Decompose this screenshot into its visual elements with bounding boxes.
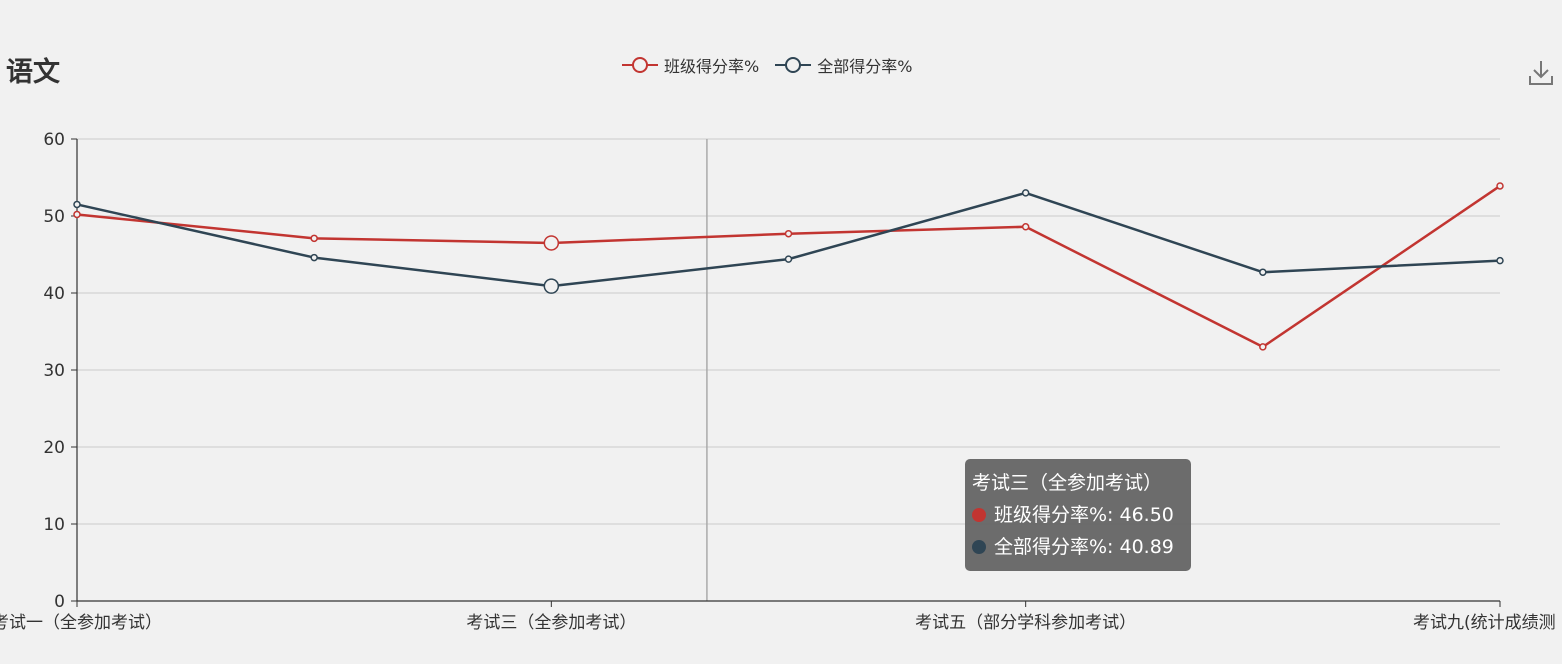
y-tick-label: 0 <box>54 592 65 612</box>
legend-item-class-rate[interactable]: 班级得分率% <box>622 53 759 77</box>
y-tick-label: 10 <box>43 515 65 535</box>
grid-lines <box>77 138 1500 601</box>
download-button[interactable] <box>1526 58 1556 88</box>
y-tick-label: 60 <box>43 130 65 150</box>
y-tick-label: 50 <box>43 207 65 227</box>
data-point <box>1259 343 1267 351</box>
data-point <box>1021 189 1030 197</box>
axes: 0 10 20 30 40 50 60 考试一（全参加考试） 考试三（全参加考试） 考试五（部分学… <box>0 130 1556 633</box>
series-line-0 <box>76 184 1501 349</box>
data-point <box>73 200 81 209</box>
tooltip-title: 考试三（全参加考试） <box>972 472 1163 494</box>
series-line-1 <box>76 191 1501 288</box>
tooltip-dot-class-rate <box>972 508 986 522</box>
tooltip-row-all-rate: 全部得分率%: 40.89 <box>972 531 1184 563</box>
x-tick-label: 考试一（全参加考试） <box>0 613 162 633</box>
y-tick-label: 40 <box>43 284 65 304</box>
data-point <box>310 234 318 243</box>
legend-symbol-class-rate <box>622 57 658 73</box>
y-tick-label: 30 <box>43 361 65 381</box>
x-tick-label: 考试三（全参加考试） <box>466 613 636 633</box>
data-point <box>310 253 318 262</box>
legend-symbol-all-rate <box>775 57 812 73</box>
chart-title: 语文 <box>6 57 60 88</box>
legend-label-class-rate: 班级得分率% <box>664 57 760 76</box>
legend: 班级得分率% 全部得分率% <box>622 53 912 77</box>
tooltip: 考试三（全参加考试） 班级得分率%: 46.50 全部得分率%: 40.89 <box>965 459 1191 571</box>
data-point <box>784 255 793 263</box>
tooltip-value-all-rate: 全部得分率%: 40.89 <box>994 536 1174 558</box>
legend-item-all-rate[interactable]: 全部得分率% <box>775 53 912 77</box>
data-point <box>543 235 560 251</box>
tooltip-row-class-rate: 班级得分率%: 46.50 <box>972 499 1184 531</box>
data-point <box>1496 182 1504 190</box>
y-tick-label: 20 <box>43 438 65 458</box>
data-point <box>73 210 81 219</box>
data-point <box>1496 256 1504 265</box>
tooltip-value-class-rate: 班级得分率%: 46.50 <box>994 504 1174 526</box>
data-point <box>543 278 560 294</box>
data-point <box>784 229 793 238</box>
tooltip-dot-all-rate <box>972 540 986 554</box>
legend-label-all-rate: 全部得分率% <box>817 57 913 76</box>
x-tick-label: 考试九(统计成绩测 <box>1413 613 1556 633</box>
data-points <box>73 182 1504 351</box>
data-point <box>1259 268 1267 276</box>
download-icon <box>1529 61 1553 85</box>
x-tick-label: 考试五（部分学科参加考试） <box>915 613 1136 633</box>
data-point <box>1021 223 1030 231</box>
series-lines <box>76 184 1501 349</box>
